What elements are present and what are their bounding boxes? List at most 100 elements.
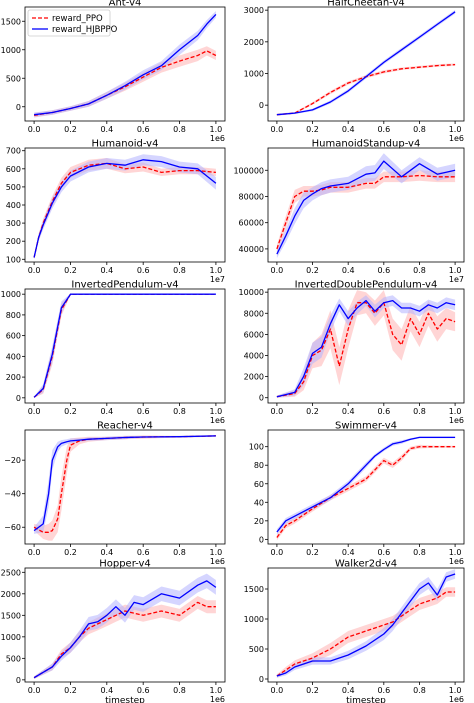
plot-area xyxy=(33,154,217,260)
panel-halfcheetah-v4: HalfCheetah-v4 0.0 0.2 0.4 0.6 0.8 1.0 0 1000 200… xyxy=(244,0,465,143)
x-tick-label: 0.4 xyxy=(100,686,113,695)
x-tick-label: 0.0 xyxy=(271,407,284,416)
band-reward-hjbppo xyxy=(276,569,456,678)
series-line-reward-hjbppo xyxy=(276,11,456,116)
x-tick-label: 1.0 xyxy=(449,407,462,416)
x-tick-label: 0.0 xyxy=(271,686,284,695)
plot-area xyxy=(276,436,456,541)
x-tick-label: 0.2 xyxy=(64,125,77,134)
y-tick-label: 0 xyxy=(259,101,264,110)
plot-area xyxy=(34,11,217,118)
panel-title: Humanoid-v4 xyxy=(92,139,159,150)
x-tick-label: 0.4 xyxy=(100,548,113,557)
x-tick-label: 0.2 xyxy=(64,686,77,695)
series-line-reward-hjbppo xyxy=(33,293,216,398)
x-tick-label: 1.0 xyxy=(210,125,223,134)
band-reward-ppo xyxy=(276,444,456,541)
band-reward-ppo xyxy=(276,290,456,398)
x-tick-label: 0.8 xyxy=(173,266,186,275)
y-tick-label: 1500 xyxy=(1,17,21,26)
x-offset-label: 1e6 xyxy=(449,134,464,143)
panel-title: InvertedPendulum-v4 xyxy=(71,280,178,291)
x-tick-label: 0.4 xyxy=(342,548,355,557)
x-tick-label: 0.4 xyxy=(100,266,113,275)
y-tick-label: 0 xyxy=(259,394,264,403)
series-line-reward-ppo xyxy=(276,174,456,250)
x-tick-label: 0.2 xyxy=(64,407,77,416)
x-tick-label: 0.8 xyxy=(413,548,426,557)
axes-frame xyxy=(24,6,226,122)
series-line-reward-ppo xyxy=(276,302,456,398)
x-tick-label: 0.0 xyxy=(28,686,41,695)
series-line-reward-hjbppo xyxy=(34,13,217,116)
axes-frame xyxy=(267,6,465,122)
x-tick-label: 0.6 xyxy=(377,266,390,275)
panel-title: InvertedDoublePendulum-v4 xyxy=(295,280,438,291)
axes-frame xyxy=(24,429,226,545)
x-offset-label: 1e6 xyxy=(210,416,225,425)
x-tick-label: 0.2 xyxy=(64,266,77,275)
x-tick-label: 1.0 xyxy=(210,407,223,416)
x-tick-label: 1.0 xyxy=(210,686,223,695)
series-line-reward-ppo xyxy=(276,446,456,538)
panel-title: Hopper-v4 xyxy=(99,559,151,570)
x-offset-label: 1e6 xyxy=(210,557,225,566)
band-reward-hjbppo xyxy=(276,436,456,535)
y-tick-label: 0 xyxy=(16,394,21,403)
x-offset-label: 1e6 xyxy=(210,134,225,143)
series-line-reward-hjbppo xyxy=(276,573,456,677)
legend-label-ppo: reward_PPO xyxy=(52,14,103,24)
x-tick-label: 0.4 xyxy=(342,407,355,416)
y-tick-label: 60000 xyxy=(239,219,264,228)
plot-area xyxy=(276,290,456,398)
band-reward-ppo xyxy=(276,63,456,116)
x-tick-label: 0.0 xyxy=(28,266,41,275)
x-tick-label: 0.6 xyxy=(377,407,390,416)
x-tick-label: 0.8 xyxy=(413,125,426,134)
y-tick-label: 1500 xyxy=(244,585,264,594)
x-tick-label: 0.8 xyxy=(413,266,426,275)
series-line-reward-hjbppo xyxy=(276,299,456,398)
x-tick-label: 0.0 xyxy=(271,125,284,134)
x-tick-label: 0.8 xyxy=(173,686,186,695)
panel-title: Reacher-v4 xyxy=(97,421,153,432)
x-tick-label: 0.2 xyxy=(306,266,319,275)
x-tick-label: 0.2 xyxy=(306,686,319,695)
y-tick-label: 10000 xyxy=(239,288,264,297)
axes-frame xyxy=(267,288,465,404)
y-tick-label: 500 xyxy=(249,645,264,654)
series-line-reward-hjbppo xyxy=(276,160,456,255)
x-axis-label: timestep xyxy=(105,696,145,703)
x-tick-label: 0.6 xyxy=(137,266,150,275)
y-tick-label: 100000 xyxy=(233,166,264,175)
x-tick-label: 0.8 xyxy=(413,407,426,416)
y-tick-label: 8000 xyxy=(244,309,264,318)
y-tick-label: −20 xyxy=(4,456,21,465)
band-reward-hjbppo xyxy=(276,9,456,116)
y-tick-label: 2000 xyxy=(244,38,264,47)
panel-humanoid-v4: Humanoid-v4 0.0 0.2 0.4 0.6 0.8 1.0 100 200 300 40… xyxy=(6,139,226,284)
y-tick-label: −40 xyxy=(4,490,21,499)
series-line-reward-hjbppo xyxy=(33,159,217,258)
plot-area xyxy=(33,435,216,541)
axes-frame xyxy=(24,567,226,683)
x-tick-label: 0.6 xyxy=(137,686,150,695)
panel-humanoidstandup-v4: HumanoidStandup-v4 0.0 0.2 0.4 0.6 0.8 1.0 4000… xyxy=(233,139,465,284)
band-reward-hjbppo xyxy=(34,573,216,679)
band-reward-ppo xyxy=(34,435,216,541)
x-tick-label: 0.8 xyxy=(173,548,186,557)
series-line-reward-ppo xyxy=(33,162,216,258)
x-tick-label: 0.0 xyxy=(28,548,41,557)
x-tick-label: 0.8 xyxy=(173,407,186,416)
x-tick-label: 0.4 xyxy=(100,125,113,134)
x-offset-label: 1e7 xyxy=(449,275,464,284)
y-tick-label: 6000 xyxy=(244,330,264,339)
plot-area xyxy=(276,153,456,259)
x-offset-label: 1e6 xyxy=(449,416,464,425)
x-tick-label: 0.4 xyxy=(342,686,355,695)
axes-frame xyxy=(24,288,226,404)
x-tick-label: 0.8 xyxy=(173,125,186,134)
y-tick-label: 2000 xyxy=(244,373,264,382)
x-tick-label: 1.0 xyxy=(210,548,223,557)
